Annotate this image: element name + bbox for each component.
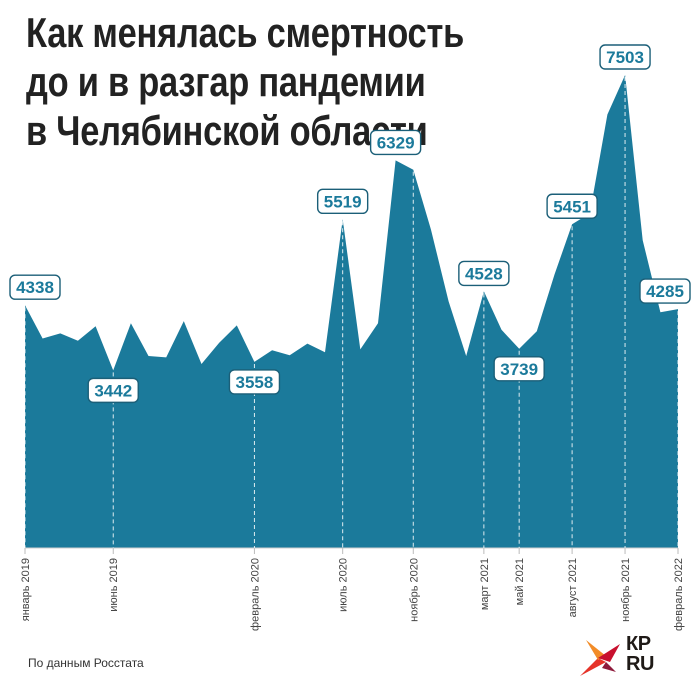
data-label-3: 5519 (324, 192, 362, 211)
logo-line-1: КР (626, 633, 651, 655)
tick-label-1: июнь 2019 (108, 558, 120, 612)
logo-line-2: RU (626, 653, 654, 675)
title-line-1: Как менялась смертность (26, 9, 465, 56)
data-label-4: 6329 (377, 133, 415, 152)
data-label-box-5 (458, 260, 510, 287)
data-label-6: 3739 (500, 360, 538, 379)
tick-label-0: январь 2019 (20, 558, 32, 621)
tick-label-3: июль 2020 (338, 558, 350, 612)
data-label-box-3 (316, 188, 369, 215)
tick-label-5: март 2021 (479, 558, 491, 610)
tick-label-7: август 2021 (567, 558, 579, 617)
data-label-box-7 (546, 193, 598, 219)
data-label-2: 3558 (236, 373, 274, 392)
data-label-8: 7503 (606, 48, 644, 67)
kp-ru-logo: КР RU (576, 632, 686, 682)
source-note: По данным Росстата (28, 656, 144, 670)
tick-label-2: февраль 2020 (249, 558, 261, 631)
data-label-box-8 (599, 44, 651, 70)
tick-label-9: февраль 2022 (673, 558, 685, 631)
chart-title: Как менялась смертность до и в разгар па… (26, 8, 534, 155)
data-label-0: 4338 (16, 278, 54, 297)
title-line-2: до и в разгар пандемии (26, 58, 426, 105)
tick-label-8: ноябрь 2021 (620, 558, 632, 622)
title-line-3: в Челябинской области (26, 107, 428, 154)
data-label-box-2 (228, 369, 281, 395)
data-label-box-9 (639, 278, 691, 304)
bird-logo-icon (580, 640, 620, 676)
data-label-box-4 (369, 129, 422, 156)
mortality-area (25, 75, 678, 548)
data-label-box-1 (87, 377, 139, 404)
data-label-box-0 (9, 274, 61, 300)
logo-text: КР RU (626, 634, 654, 674)
data-label-5: 4528 (465, 264, 503, 283)
data-label-box-6 (493, 356, 545, 382)
data-label-1: 3442 (94, 381, 132, 400)
tick-label-6: май 2021 (514, 558, 526, 605)
data-label-7: 5451 (553, 197, 591, 216)
data-label-9: 4285 (646, 282, 684, 301)
tick-label-4: ноябрь 2020 (408, 558, 420, 622)
